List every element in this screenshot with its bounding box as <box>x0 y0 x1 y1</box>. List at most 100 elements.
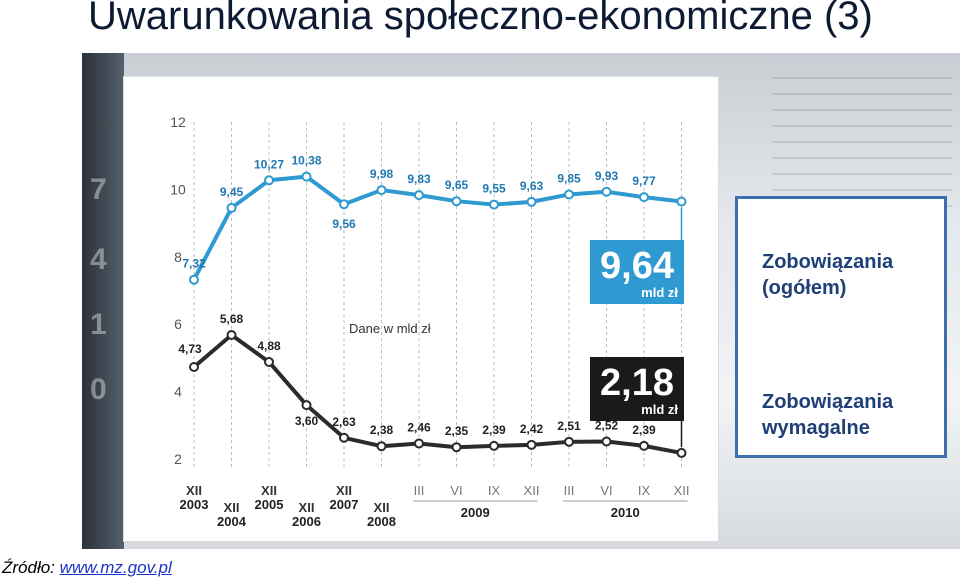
data-point <box>264 175 274 186</box>
data-point <box>451 196 462 207</box>
x-tick-label: XII <box>374 500 390 515</box>
data-point <box>264 356 274 367</box>
x-year-label: 2006 <box>292 514 321 529</box>
final-value-box-0 <box>590 240 684 304</box>
y-tick-label: 2 <box>174 451 182 467</box>
page-title: Uwarunkowania społeczno-ekonomiczne (3) <box>88 0 873 38</box>
x-year-label: 2003 <box>180 497 209 512</box>
data-point <box>489 199 499 210</box>
data-label: 9,93 <box>595 169 619 183</box>
x-tick-label: XII <box>336 483 352 498</box>
data-point <box>639 192 649 203</box>
series-line-0 <box>192 174 682 281</box>
data-point <box>526 439 537 450</box>
data-point <box>639 440 649 451</box>
legend-total-label: Zobowiązania (ogółem) <box>762 251 894 299</box>
x-tick-label: XII <box>674 483 690 498</box>
final-value: 2,18 <box>600 362 674 404</box>
data-label: 9,63 <box>520 179 544 193</box>
data-label: 3,60 <box>295 414 319 428</box>
data-point <box>564 436 574 447</box>
x-tick-label: XII <box>186 483 202 498</box>
data-label: 10,27 <box>254 157 284 171</box>
chart-panel: 2 4 6 8 10 12 Dane w mld zł XII XII XII XII XII XII I… <box>123 76 719 542</box>
data-label: 2,42 <box>520 422 544 436</box>
x-year-label: 2010 <box>611 505 640 520</box>
final-value-box-1 <box>590 357 684 421</box>
y-tick-label: 12 <box>170 114 186 130</box>
source-label: Źródło: <box>2 558 55 577</box>
data-point <box>339 199 349 210</box>
data-point <box>189 361 199 372</box>
data-point <box>226 202 237 213</box>
data-label: 4,73 <box>178 342 202 356</box>
data-point <box>189 274 199 285</box>
final-value: 9,64 <box>600 245 674 287</box>
source-link[interactable]: www.mz.gov.pl <box>59 558 172 577</box>
data-label: 5,68 <box>220 312 244 326</box>
x-tick-label: VI <box>600 483 612 498</box>
x-tick-label: IX <box>488 483 501 498</box>
legend-due-label: Zobowiązania wymagalne <box>762 391 894 439</box>
x-year-label: 2008 <box>367 514 396 529</box>
data-point <box>376 185 387 196</box>
series-line-1 <box>192 332 682 455</box>
data-label: 2,46 <box>407 420 431 434</box>
data-label: 10,38 <box>291 154 321 168</box>
final-unit: mld zł <box>641 285 678 300</box>
data-label: 2,52 <box>595 418 619 432</box>
x-tick-label: IX <box>638 483 651 498</box>
data-point <box>376 441 387 452</box>
x-year-label: 2004 <box>217 514 247 529</box>
y-tick-label: 8 <box>174 249 182 265</box>
line-chart: 2 4 6 8 10 12 Dane w mld zł XII XII XII XII XII XII I… <box>170 114 690 529</box>
document-lines-decoration <box>772 63 952 213</box>
calculator-keypad-image: 7 4 1 0 <box>82 53 124 549</box>
data-label: 9,83 <box>407 172 431 186</box>
chart-note: Dane w mld zł <box>349 321 431 336</box>
x-tick-label: III <box>414 483 425 498</box>
data-point <box>601 186 612 197</box>
legend-box: Zobowiązania (ogółem) Zobowiązania wymag… <box>735 196 947 458</box>
data-point <box>526 196 537 207</box>
data-point <box>489 440 499 451</box>
data-label: 9,45 <box>220 185 244 199</box>
data-point <box>676 196 687 207</box>
data-point <box>414 190 424 201</box>
final-unit: mld zł <box>641 402 678 417</box>
data-label: 9,65 <box>445 178 469 192</box>
source-line: Źródło: www.mz.gov.pl <box>2 558 172 578</box>
x-tick-label: XII <box>261 483 277 498</box>
x-tick-label: VI <box>450 483 462 498</box>
data-point <box>676 447 687 458</box>
data-label: 2,38 <box>370 423 394 437</box>
data-label: 2,35 <box>445 424 469 438</box>
data-label: 9,98 <box>370 167 394 181</box>
data-point <box>451 442 462 453</box>
data-label: 2,63 <box>332 415 356 429</box>
x-year-label: 2009 <box>461 505 490 520</box>
data-label: 4,88 <box>257 339 281 353</box>
x-tick-label: III <box>564 483 575 498</box>
data-label: 9,77 <box>632 174 656 188</box>
x-year-label: 2005 <box>255 497 284 512</box>
data-label: 9,85 <box>557 171 581 185</box>
data-point <box>339 432 349 443</box>
data-point <box>564 189 574 200</box>
data-label: 7,32 <box>182 257 206 271</box>
x-tick-label: XII <box>524 483 540 498</box>
data-point <box>301 171 312 182</box>
y-tick-label: 6 <box>174 316 182 332</box>
data-point <box>226 329 237 340</box>
data-point <box>601 436 612 447</box>
y-tick-label: 4 <box>174 384 182 400</box>
data-label: 2,39 <box>482 423 506 437</box>
x-year-label: 2007 <box>330 497 359 512</box>
data-point <box>301 400 312 411</box>
x-tick-label: XII <box>299 500 315 515</box>
data-point <box>414 438 424 449</box>
x-tick-label: XII <box>224 500 240 515</box>
data-label: 9,56 <box>332 217 356 231</box>
data-label: 2,51 <box>557 419 581 433</box>
data-label: 9,55 <box>482 182 506 196</box>
